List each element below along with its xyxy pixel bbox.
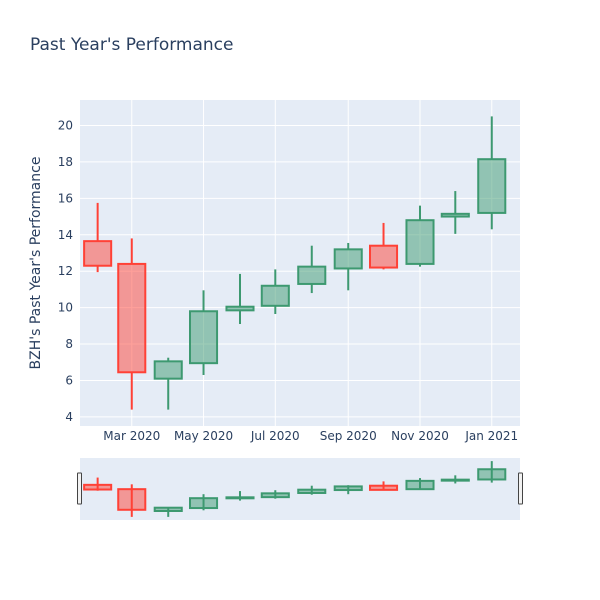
x-tick-label: Mar 2020 — [103, 429, 160, 443]
candle-increasing[interactable] — [153, 360, 183, 380]
y-tick-label: 10 — [58, 301, 73, 315]
candle-increasing[interactable] — [225, 305, 255, 312]
x-tick-label: Jul 2020 — [250, 429, 300, 443]
y-axis-label: BZH's Past Year's Performance — [28, 157, 44, 370]
candle-increasing[interactable] — [477, 158, 507, 214]
range-slider-left-handle[interactable] — [77, 472, 82, 505]
y-tick-label: 6 — [65, 373, 73, 387]
candle-increasing[interactable] — [405, 219, 435, 265]
x-tick-label: May 2020 — [174, 429, 233, 443]
mini-candle-body — [260, 492, 290, 499]
candle-decreasing[interactable] — [117, 262, 147, 374]
x-tick-label: Sep 2020 — [320, 429, 377, 443]
mini-candle-body — [83, 483, 113, 491]
y-axis-ticks: 4 6 8 10 12 14 16 18 20 — [58, 118, 73, 423]
mini-candle-body — [225, 496, 255, 500]
chart-title: Past Year's Performance — [30, 35, 234, 55]
y-tick-label: 16 — [58, 191, 73, 205]
y-tick-label: 8 — [65, 337, 73, 351]
candle-decreasing[interactable] — [369, 244, 399, 269]
candles — [83, 116, 507, 410]
plot-area — [80, 100, 520, 426]
y-tick-label: 18 — [58, 155, 73, 169]
y-tick-label: 12 — [58, 264, 73, 278]
mini-candle-body — [477, 468, 507, 481]
x-tick-label: Nov 2020 — [391, 429, 449, 443]
mini-candle-body — [333, 485, 363, 492]
candle-increasing[interactable] — [440, 212, 470, 218]
range-slider-candles — [83, 461, 507, 517]
mini-candle-body — [297, 488, 327, 494]
x-tick-label: Jan 2021 — [464, 429, 518, 443]
candle-increasing[interactable] — [333, 248, 363, 270]
range-slider-right-handle[interactable] — [518, 472, 523, 505]
candle-decreasing[interactable] — [83, 240, 113, 267]
mini-candle-body — [153, 506, 183, 512]
mini-candle-body — [369, 484, 399, 491]
candle-increasing[interactable] — [189, 310, 219, 365]
candle-increasing[interactable] — [260, 284, 290, 307]
mini-candle-body — [440, 478, 470, 482]
mini-candle-body — [189, 497, 219, 510]
x-axis-ticks: Mar 2020 May 2020 Jul 2020 Sep 2020 Nov 2020… — [103, 429, 518, 443]
y-tick-label: 20 — [58, 118, 73, 132]
mini-candle-body — [405, 479, 435, 491]
y-tick-label: 14 — [58, 228, 73, 242]
candle-increasing[interactable] — [297, 265, 327, 285]
y-tick-label: 4 — [65, 410, 73, 424]
mini-candle-body — [117, 488, 147, 511]
